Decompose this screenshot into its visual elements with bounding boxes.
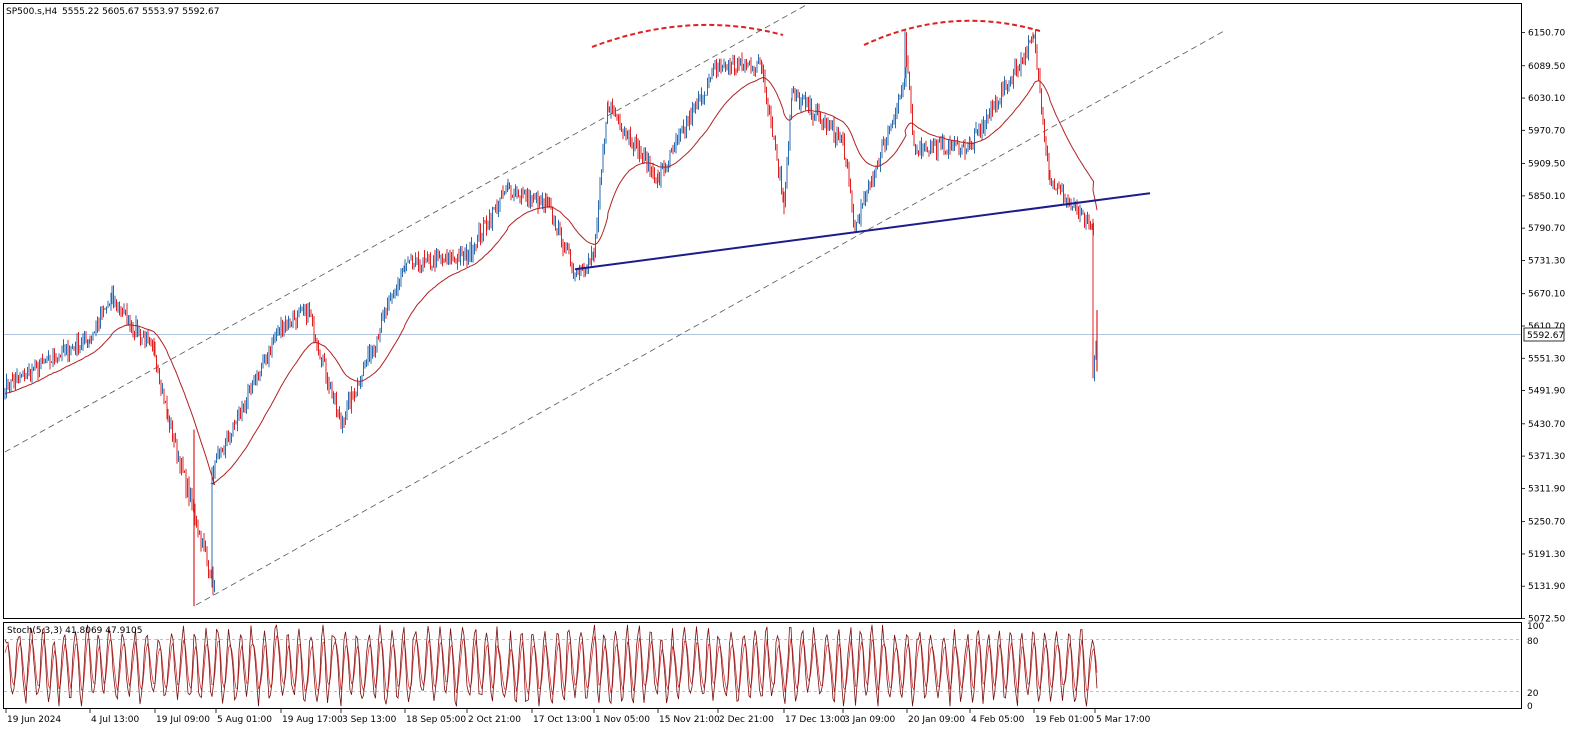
stoch-main-line (4, 624, 1098, 707)
price-tick-label: 5311.90 (1528, 484, 1565, 494)
time-tick-label: 19 Feb 01:00 (1035, 715, 1094, 725)
stoch-level-label: 0 (1527, 702, 1533, 712)
price-tick-label: 5670.10 (1528, 290, 1565, 300)
neckline (574, 192, 1151, 271)
candlestick-series (4, 29, 1098, 607)
pattern-annotations (574, 19, 1151, 271)
price-tick-label: 5191.30 (1528, 550, 1565, 560)
stoch-level-label: 100 (1527, 622, 1544, 632)
price-axis: 6150.70 6089.50 6030.10 5970.70 5909.50 5850.… (1521, 29, 1565, 625)
price-tick-label: 6089.50 (1528, 62, 1565, 72)
head-arc-right (863, 19, 1041, 46)
price-tick-label: 5072.50 (1528, 615, 1565, 625)
time-tick-label: 3 Sep 13:00 (342, 715, 397, 725)
head-arc-left (591, 23, 784, 48)
ma-path (4, 77, 1098, 486)
time-tick-label: 3 Jan 09:00 (844, 715, 896, 725)
price-tick-label: 6150.70 (1528, 29, 1565, 39)
ohlc-values: 5555.22 5605.67 5553.97 5592.67 (62, 7, 219, 17)
time-tick-label: 5 Aug 01:00 (217, 715, 272, 725)
time-tick-label: 17 Oct 13:00 (533, 715, 592, 725)
time-tick-label: 2 Dec 21:00 (719, 715, 774, 725)
time-tick-label: 18 Sep 05:00 (406, 715, 466, 725)
price-tick-label: 5909.50 (1528, 160, 1565, 170)
main-panel-frame (3, 3, 1522, 619)
price-tick-label: 5970.70 (1528, 126, 1565, 136)
time-tick-label: 4 Feb 05:00 (971, 715, 1025, 725)
time-tick-label: 5 Mar 17:00 (1096, 715, 1151, 725)
price-tick-label: 5790.70 (1528, 224, 1565, 234)
price-tick-label: 5850.10 (1528, 192, 1565, 202)
time-tick-label: 19 Jul 09:00 (156, 715, 210, 725)
moving-average-line (4, 77, 1098, 486)
stoch-axis: 100 80 20 0 (1527, 622, 1544, 712)
time-axis: 19 Jun 2024 4 Jul 13:00 19 Jul 09:00 5 Aug … (5, 709, 1151, 725)
stoch-label: Stoch(5,3,3) 41.8069 47.9105 (7, 626, 142, 636)
price-tick-label: 5430.70 (1528, 420, 1565, 430)
price-tick-label: 5551.30 (1528, 354, 1565, 364)
stochastic-oscillator (4, 624, 1098, 707)
time-tick-label: 2 Oct 21:00 (468, 715, 521, 725)
time-tick-label: 1 Nov 05:00 (595, 715, 650, 725)
current-price-value: 5592.67 (1527, 331, 1564, 341)
stoch-panel-frame (3, 622, 1522, 709)
time-tick-label: 19 Aug 17:00 (282, 715, 343, 725)
time-tick-label: 15 Nov 21:00 (659, 715, 720, 725)
current-price-tag (1523, 327, 1565, 342)
channel-lower (195, 30, 1225, 606)
price-tick-label: 5250.70 (1528, 518, 1565, 528)
price-tick-label: 5731.30 (1528, 256, 1565, 266)
symbol-label: SP500.s,H4 (6, 7, 57, 17)
price-tick-label: 5610.70 (1528, 322, 1565, 332)
time-tick-label: 19 Jun 2024 (7, 715, 61, 725)
stoch-level-label: 20 (1527, 689, 1539, 699)
trend-channel-lines (4, 3, 1225, 606)
time-tick-label: 17 Dec 13:00 (785, 715, 846, 725)
price-tick-label: 5491.90 (1528, 387, 1565, 397)
time-tick-label: 4 Jul 13:00 (91, 715, 140, 725)
price-tick-label: 6030.10 (1528, 94, 1565, 104)
time-tick-label: 20 Jan 09:00 (908, 715, 965, 725)
stoch-signal-line (4, 635, 1098, 695)
channel-upper (4, 3, 809, 453)
price-tick-label: 5131.90 (1528, 582, 1565, 592)
price-tick-label: 5371.30 (1528, 452, 1565, 462)
stoch-level-label: 80 (1527, 637, 1539, 647)
